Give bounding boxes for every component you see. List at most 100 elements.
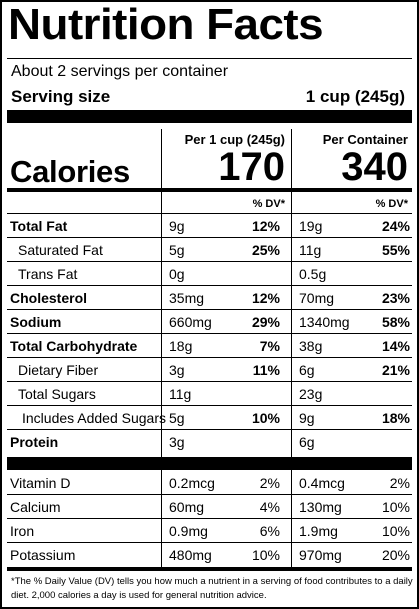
amount-col1: 3g xyxy=(169,362,185,378)
row-divider xyxy=(7,333,412,334)
row-divider xyxy=(7,357,412,358)
dv-col1: 10% xyxy=(251,410,280,426)
dv-col1: 6% xyxy=(259,523,280,539)
amount-col2: 70mg xyxy=(299,290,335,306)
nutrient-name: Calcium xyxy=(10,499,61,515)
nutrient-row: Saturated Fat 5g 25% 11g 55% xyxy=(7,238,412,262)
nutrient-name: Total Sugars xyxy=(18,386,96,402)
vitamin-row: Potassium 480mg 10% 970mg 20% xyxy=(7,543,412,567)
thick-divider xyxy=(7,457,412,470)
footnote: *The % Daily Value (DV) tells you how mu… xyxy=(11,576,413,601)
amount-col1: 0g xyxy=(169,266,185,282)
amount-col2: 1340mg xyxy=(299,314,350,330)
nutrient-name: Iron xyxy=(10,523,35,539)
dv-col1: 12% xyxy=(251,290,280,306)
amount-col1: 35mg xyxy=(169,290,205,306)
row-divider xyxy=(7,381,412,382)
dv-col2: 55% xyxy=(381,242,410,258)
nutrient-name: Cholesterol xyxy=(10,290,88,306)
calories-divider xyxy=(7,188,412,192)
nutrient-row: Sodium 660mg 29% 1340mg 58% xyxy=(7,310,412,334)
dv-col1: 10% xyxy=(251,547,280,563)
amount-col1: 660mg xyxy=(169,314,212,330)
amount-col2: 0.4mcg xyxy=(299,475,345,491)
amount-col1: 5g xyxy=(169,242,185,258)
amount-col2: 6g xyxy=(299,362,315,378)
dv-col2: 23% xyxy=(381,290,410,306)
row-divider xyxy=(7,518,412,519)
column-divider-2 xyxy=(291,129,292,567)
nutrient-name: Protein xyxy=(10,434,59,450)
col2-header: Per Container xyxy=(322,132,408,147)
amount-col2: 11g xyxy=(299,242,322,258)
nutrient-name: Total Carbohydrate xyxy=(10,338,138,354)
row-divider xyxy=(7,405,412,406)
row-divider xyxy=(7,261,412,262)
dv-col2: 24% xyxy=(381,218,410,234)
nutrient-row: Cholesterol 35mg 12% 70mg 23% xyxy=(7,286,412,310)
vitamin-row: Calcium 60mg 4% 130mg 10% xyxy=(7,495,412,519)
divider xyxy=(7,213,412,214)
amount-col2: 6g xyxy=(299,434,315,450)
amount-col2: 0.5g xyxy=(299,266,327,282)
row-divider xyxy=(7,285,412,286)
dv-col1: 7% xyxy=(259,338,280,354)
dv-header-col1: % DV* xyxy=(252,198,285,210)
serving-size-label: Serving size xyxy=(11,87,111,106)
amount-col1: 11g xyxy=(169,386,192,402)
dv-col2: 10% xyxy=(381,499,410,515)
amount-col2: 130mg xyxy=(299,499,342,515)
amount-col1: 9g xyxy=(169,218,185,234)
row-divider xyxy=(7,494,412,495)
nutrient-row: Total Sugars 11g 23g xyxy=(7,382,412,406)
dv-col1: 25% xyxy=(251,242,280,258)
calories-label: Calories xyxy=(10,154,130,189)
dv-col2: 14% xyxy=(381,338,410,354)
amount-col1: 5g xyxy=(169,410,185,426)
amount-col1: 0.2mcg xyxy=(169,475,215,491)
amount-col2: 19g xyxy=(299,218,323,234)
nutrient-name: Sodium xyxy=(10,314,62,330)
nutrient-name: Vitamin D xyxy=(10,475,71,491)
nutrient-name: Potassium xyxy=(10,547,76,563)
amount-col1: 480mg xyxy=(169,547,212,563)
servings-per-container: About 2 servings per container xyxy=(11,63,229,80)
footnote-divider xyxy=(7,567,412,571)
dv-col2: 10% xyxy=(381,523,410,539)
amount-col1: 3g xyxy=(169,434,185,450)
nutrient-row: Dietary Fiber 3g 11% 6g 21% xyxy=(7,358,412,382)
vitamin-row: Iron 0.9mg 6% 1.9mg 10% xyxy=(7,519,412,543)
vitamin-row: Vitamin D 0.2mcg 2% 0.4mcg 2% xyxy=(7,471,412,495)
dv-col1: 12% xyxy=(251,218,280,234)
col1-header: Per 1 cup (245g) xyxy=(184,132,285,147)
nutrient-row: Total Carbohydrate 18g 7% 38g 14% xyxy=(7,334,412,358)
dv-col2: 18% xyxy=(381,410,410,426)
column-divider-1 xyxy=(161,129,162,567)
nutrient-row: Trans Fat 0g 0.5g xyxy=(7,262,412,286)
row-divider xyxy=(7,237,412,238)
amount-col2: 1.9mg xyxy=(299,523,338,539)
nutrient-row: Protein 3g 6g xyxy=(7,430,412,454)
calories-col1-value: 170 xyxy=(218,145,285,189)
amount-col2: 970mg xyxy=(299,547,342,563)
amount-col2: 9g xyxy=(299,410,315,426)
amount-col2: 23g xyxy=(299,386,323,402)
dv-col2: 21% xyxy=(381,362,410,378)
dv-header-col2: % DV* xyxy=(375,198,408,210)
calories-col2-value: 340 xyxy=(341,145,408,189)
dv-col2: 58% xyxy=(381,314,410,330)
row-divider xyxy=(7,429,412,430)
divider xyxy=(7,58,412,59)
nutrient-name: Includes Added Sugars xyxy=(22,410,166,426)
dv-col1: 4% xyxy=(259,499,280,515)
serving-size-value: 1 cup (245g) xyxy=(305,87,405,106)
label-title: Nutrition Facts xyxy=(8,0,324,49)
thick-divider xyxy=(7,110,412,123)
dv-col1: 11% xyxy=(252,362,280,378)
row-divider xyxy=(7,309,412,310)
nutrient-name: Trans Fat xyxy=(18,266,78,282)
dv-col2: 2% xyxy=(389,475,410,491)
amount-col1: 0.9mg xyxy=(169,523,208,539)
amount-col1: 60mg xyxy=(169,499,205,515)
amount-col2: 38g xyxy=(299,338,323,354)
